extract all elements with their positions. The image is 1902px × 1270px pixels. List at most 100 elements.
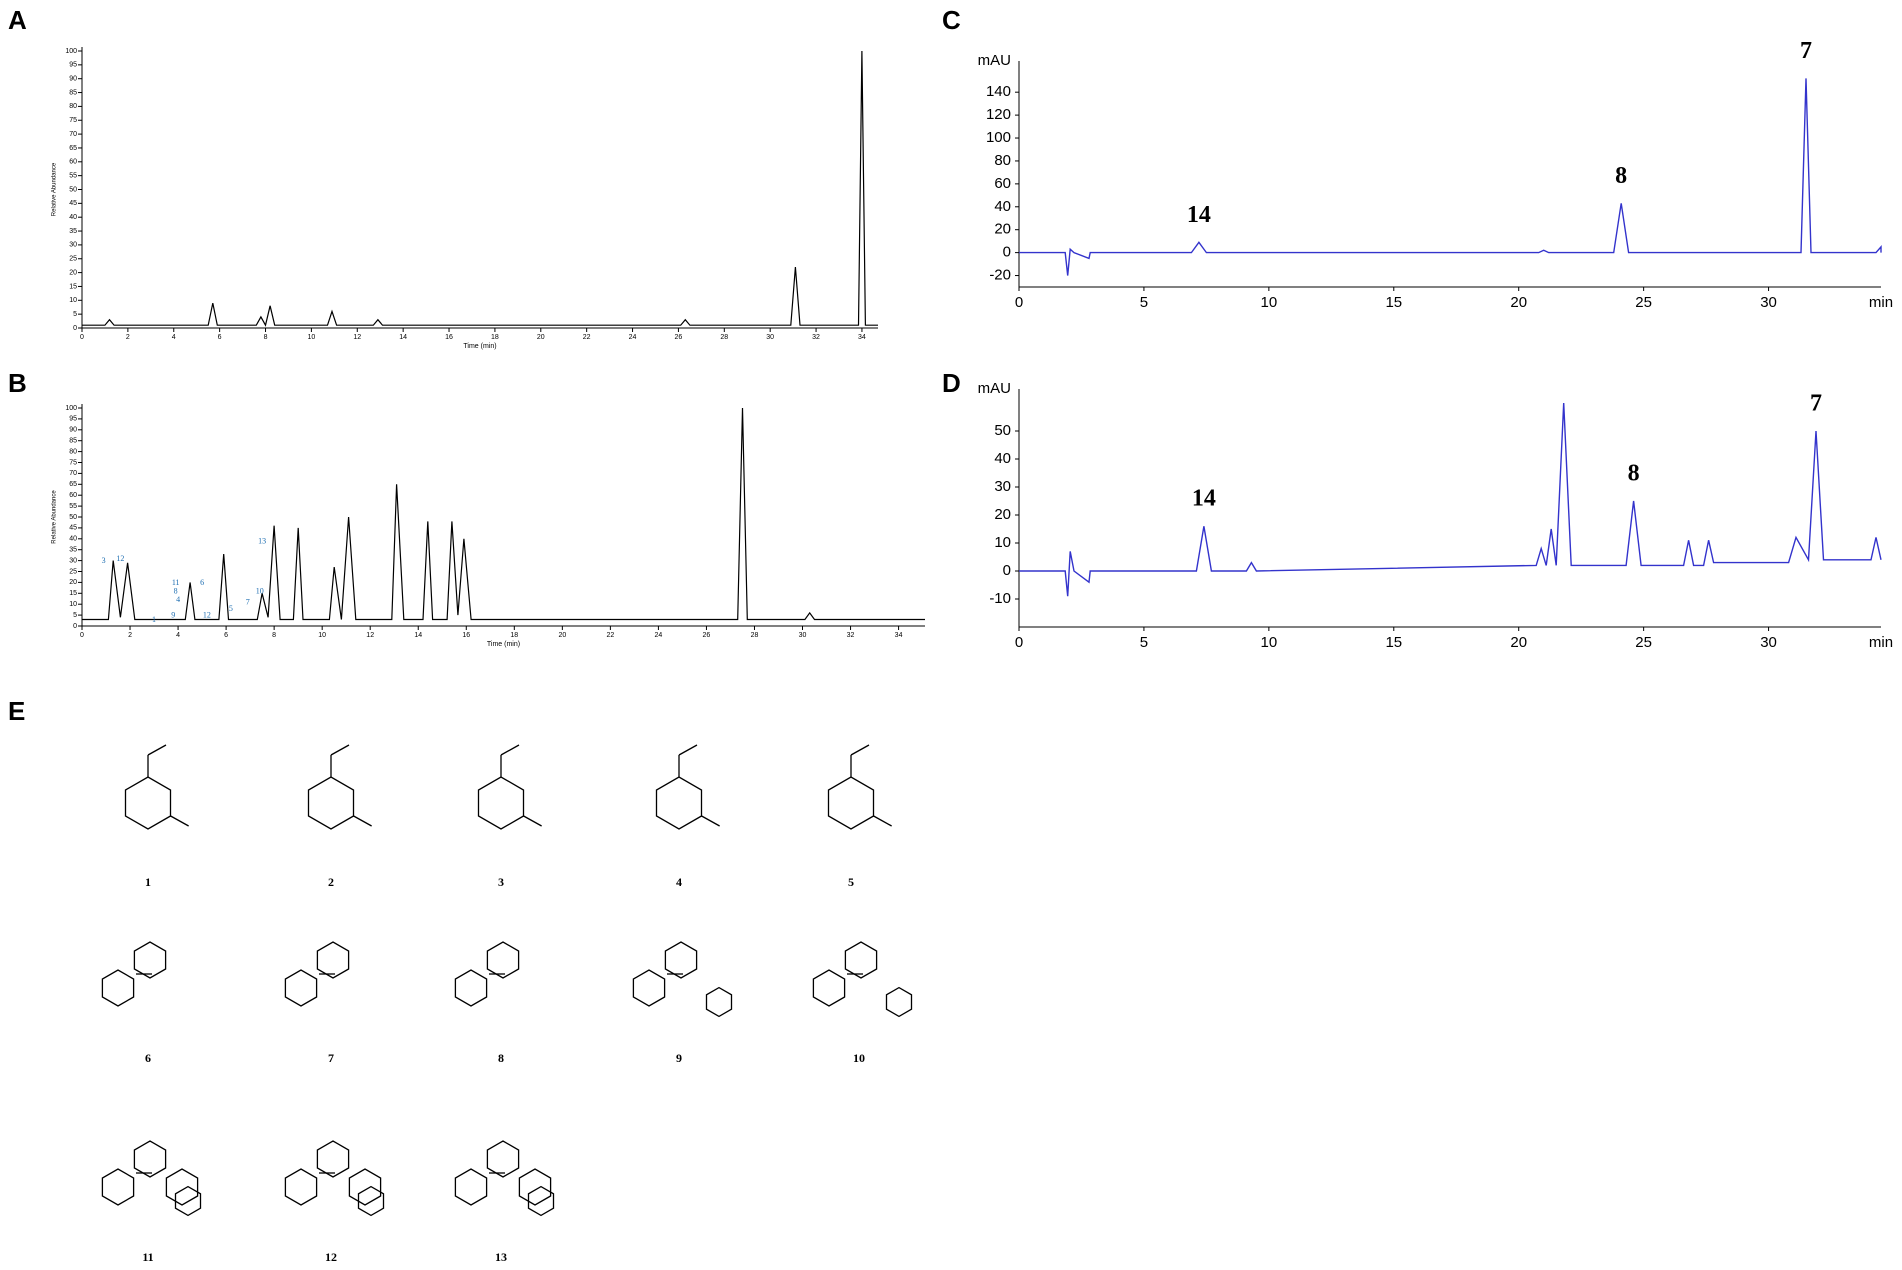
y-tick-label: 40 [69,536,77,543]
compound-number: 12 [325,1250,337,1264]
y-tick-label: 100 [986,129,1011,146]
ring [284,1168,318,1206]
y-tick-label: 30 [69,242,77,249]
peak-annotation: 9 [171,610,175,619]
ring [632,969,666,1007]
bond [701,815,720,827]
y-tick-label: 0 [73,623,77,630]
y-tick-label: 90 [69,427,77,434]
y-tick-label: 40 [69,214,77,221]
y-tick-label: 15 [69,283,77,290]
y-tick-label: 45 [69,525,77,532]
peak-annotation: 11 [172,578,180,587]
y-tick-label: 75 [69,117,77,124]
y-tick-label: 60 [994,175,1011,192]
peak-annotation: 8 [1615,163,1627,189]
bond [500,744,520,756]
ring [486,1140,520,1178]
y-tick-label: 5 [73,612,77,619]
y-tick-label: 95 [69,416,77,423]
peak-annotation: 8 [174,586,178,595]
x-tick-label: 28 [720,334,728,341]
y-tick-label: 55 [69,172,77,179]
bond [170,815,189,827]
x-tick-label: 0 [80,632,84,639]
y-tick-label: 10 [69,297,77,304]
y-tick-label: 45 [69,200,77,207]
x-tick-label: 28 [751,632,759,639]
compound-number: 1 [145,875,151,889]
peak-annotation: 3 [102,556,106,565]
x-tick-label: 18 [491,334,499,341]
compound-number: 6 [145,1051,151,1065]
ring [307,776,355,830]
y-tick-label: 80 [69,448,77,455]
x-tick-label: 4 [176,632,180,639]
bond [353,815,372,827]
y-tick-label: 0 [1003,244,1011,261]
ring [133,941,167,979]
x-tick-label: 6 [218,334,222,341]
x-tick-label: 30 [766,334,774,341]
ring [348,1168,382,1206]
peak-annotation: 12 [203,610,211,619]
peak-annotation: 13 [258,536,266,545]
x-axis-label: Time (min) [463,343,496,350]
peak-annotation: 12 [116,554,124,563]
bond [523,815,542,827]
x-tick-label: 30 [799,632,807,639]
x-tick-label: 0 [1015,634,1023,651]
y-tick-label: 0 [73,325,77,332]
ring [486,941,520,979]
chromatogram-line [1019,402,1882,597]
x-axis-label: Time (min) [487,641,520,648]
y-tick-label: 10 [69,601,77,608]
ring [454,969,488,1007]
y-tick-label: 140 [986,83,1011,100]
y-tick-label: 40 [994,450,1011,467]
y-tick-label: 70 [69,470,77,477]
x-tick-label: 16 [462,632,470,639]
peak-annotation: 7 [1800,38,1812,64]
x-tick-label: 25 [1635,294,1652,311]
y-tick-label: 15 [69,590,77,597]
ring [827,776,875,830]
x-tick-label: 20 [1510,294,1527,311]
x-tick-label: 10 [307,334,315,341]
compound-number: 9 [676,1051,682,1065]
x-tick-label: 34 [895,632,903,639]
y-tick-label: 70 [69,131,77,138]
ring [124,776,172,830]
y-tick-label: 30 [69,557,77,564]
compound-number: 2 [328,875,334,889]
bond [330,744,350,756]
x-tick-label: 20 [558,632,566,639]
bond [873,815,892,827]
compound-number: 7 [328,1051,334,1065]
y-tick-label: 50 [994,422,1011,439]
compound-number: 13 [495,1250,507,1264]
x-tick-label: 22 [606,632,614,639]
x-tick-label: 16 [445,334,453,341]
peak-annotation: 5 [229,604,233,613]
peak-annotation: 7 [246,597,250,606]
peak-annotation: 14 [1187,202,1211,228]
y-tick-label: 20 [994,506,1011,523]
y-axis-label: Relative Abundance [52,490,58,544]
ring [357,1185,385,1217]
y-tick-label: 20 [994,221,1011,238]
x-tick-label: 10 [318,632,326,639]
x-tick-label: 14 [399,334,407,341]
y-tick-label: 30 [994,478,1011,495]
x-tick-label: 8 [264,334,268,341]
ring [527,1185,555,1217]
x-tick-label: 24 [629,334,637,341]
x-tick-label: 4 [172,334,176,341]
y-tick-label: 85 [69,438,77,445]
x-tick-label: 15 [1385,634,1402,651]
y-tick-label: 80 [69,103,77,110]
ring [101,969,135,1007]
ring [165,1168,199,1206]
panel-label: E [8,696,25,726]
x-tick-label: 15 [1385,294,1402,311]
